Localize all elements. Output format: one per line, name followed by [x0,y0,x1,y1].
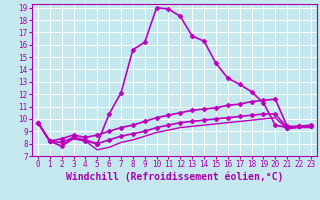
X-axis label: Windchill (Refroidissement éolien,°C): Windchill (Refroidissement éolien,°C) [66,172,283,182]
